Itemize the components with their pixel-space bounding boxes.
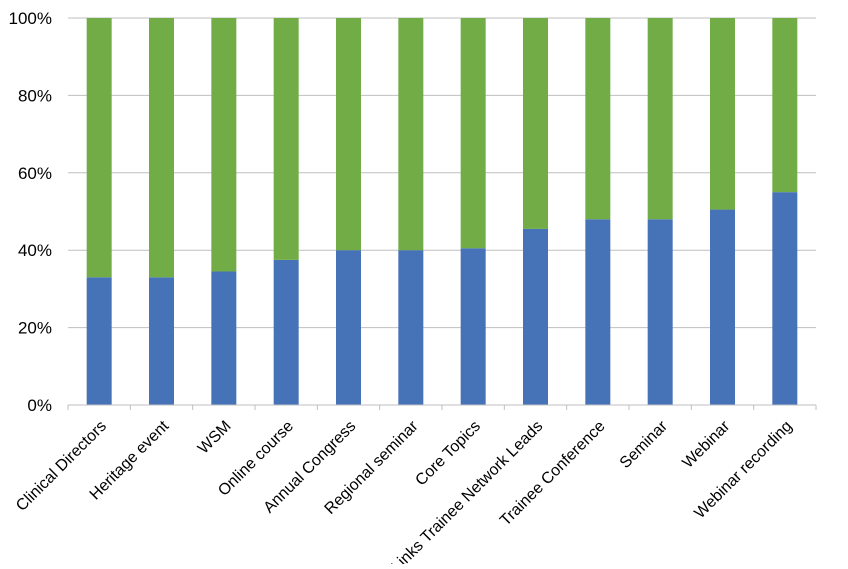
x-tick-label: Webinar: [679, 417, 733, 471]
bar-segment-series-2: [211, 18, 237, 272]
x-tick-label: Seminar: [617, 417, 672, 472]
bar-segment-series-1: [710, 209, 735, 405]
bar-segment-series-1: [460, 248, 486, 405]
bar-segment-series-1: [398, 250, 424, 405]
bars: [86, 18, 798, 406]
x-tick-label: Trainee Conference: [497, 418, 609, 530]
y-tick-label: 100%: [9, 9, 52, 28]
bar-segment-series-2: [647, 18, 673, 220]
gridlines: [68, 17, 816, 329]
bar-segment-series-1: [585, 219, 611, 405]
bar-segment-series-1: [772, 192, 798, 405]
bar-segment-series-2: [273, 18, 299, 260]
x-tick-label: WSM: [195, 418, 235, 458]
y-tick-label: 60%: [18, 164, 52, 183]
bar-segment-series-2: [772, 18, 798, 193]
bar-segment-series-2: [398, 18, 424, 251]
y-tick-label: 40%: [18, 241, 52, 260]
bar-segment-series-1: [336, 250, 361, 405]
bar-segment-series-1: [273, 259, 299, 406]
axes: [67, 404, 817, 410]
bar-segment-series-2: [86, 18, 112, 278]
y-tick-label: 80%: [18, 86, 52, 105]
bar-segment-series-2: [523, 18, 548, 229]
y-tick-label: 20%: [18, 319, 52, 338]
bar-segment-series-1: [149, 277, 174, 405]
bar-segment-series-2: [336, 18, 361, 251]
bar-segment-series-1: [211, 271, 237, 405]
y-tick-labels: 0% 20% 40% 60% 80% 100%: [9, 9, 52, 415]
bar-segment-series-2: [460, 18, 486, 249]
bar-segment-series-1: [86, 277, 112, 405]
bar-segment-series-1: [523, 228, 548, 405]
bar-segment-series-2: [149, 18, 174, 278]
bar-segment-series-2: [585, 18, 611, 220]
y-tick-label: 0%: [27, 396, 52, 415]
bar-segment-series-2: [710, 18, 735, 210]
bar-segment-series-1: [647, 219, 673, 405]
